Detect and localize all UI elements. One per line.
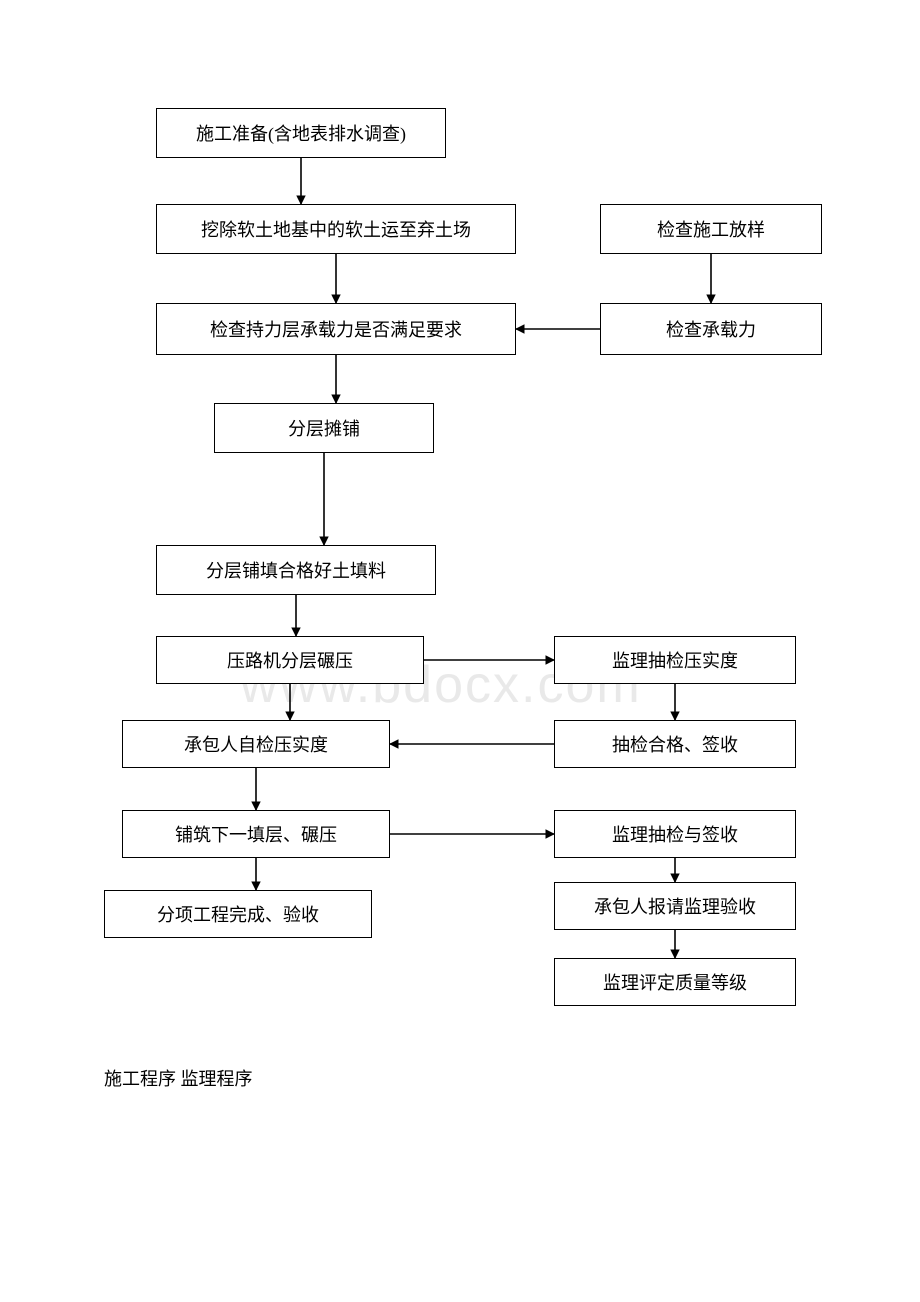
flow-node-n2: 挖除软土地基中的软土运至弃土场 bbox=[156, 204, 516, 254]
flowchart-stage: www.bdocx.com 施工程序 监理程序 施工准备(含地表排水调查)挖除软… bbox=[0, 0, 920, 1302]
flow-node-n3: 检查持力层承载力是否满足要求 bbox=[156, 303, 516, 355]
flow-node-n7: 承包人自检压实度 bbox=[122, 720, 390, 768]
flow-node-n4: 分层摊铺 bbox=[214, 403, 434, 453]
flow-node-n15: 承包人报请监理验收 bbox=[554, 882, 796, 930]
flow-node-n16: 监理评定质量等级 bbox=[554, 958, 796, 1006]
flow-node-n1: 施工准备(含地表排水调查) bbox=[156, 108, 446, 158]
flow-node-n13: 抽检合格、签收 bbox=[554, 720, 796, 768]
flow-node-n6: 压路机分层碾压 bbox=[156, 636, 424, 684]
flow-node-n14: 监理抽检与签收 bbox=[554, 810, 796, 858]
flow-node-n11: 检查承载力 bbox=[600, 303, 822, 355]
caption-text: 施工程序 监理程序 bbox=[104, 1065, 253, 1091]
flow-node-n10: 检查施工放样 bbox=[600, 204, 822, 254]
flow-node-n8: 铺筑下一填层、碾压 bbox=[122, 810, 390, 858]
flow-node-n12: 监理抽检压实度 bbox=[554, 636, 796, 684]
flow-node-n9: 分项工程完成、验收 bbox=[104, 890, 372, 938]
flow-node-n5: 分层铺填合格好土填料 bbox=[156, 545, 436, 595]
